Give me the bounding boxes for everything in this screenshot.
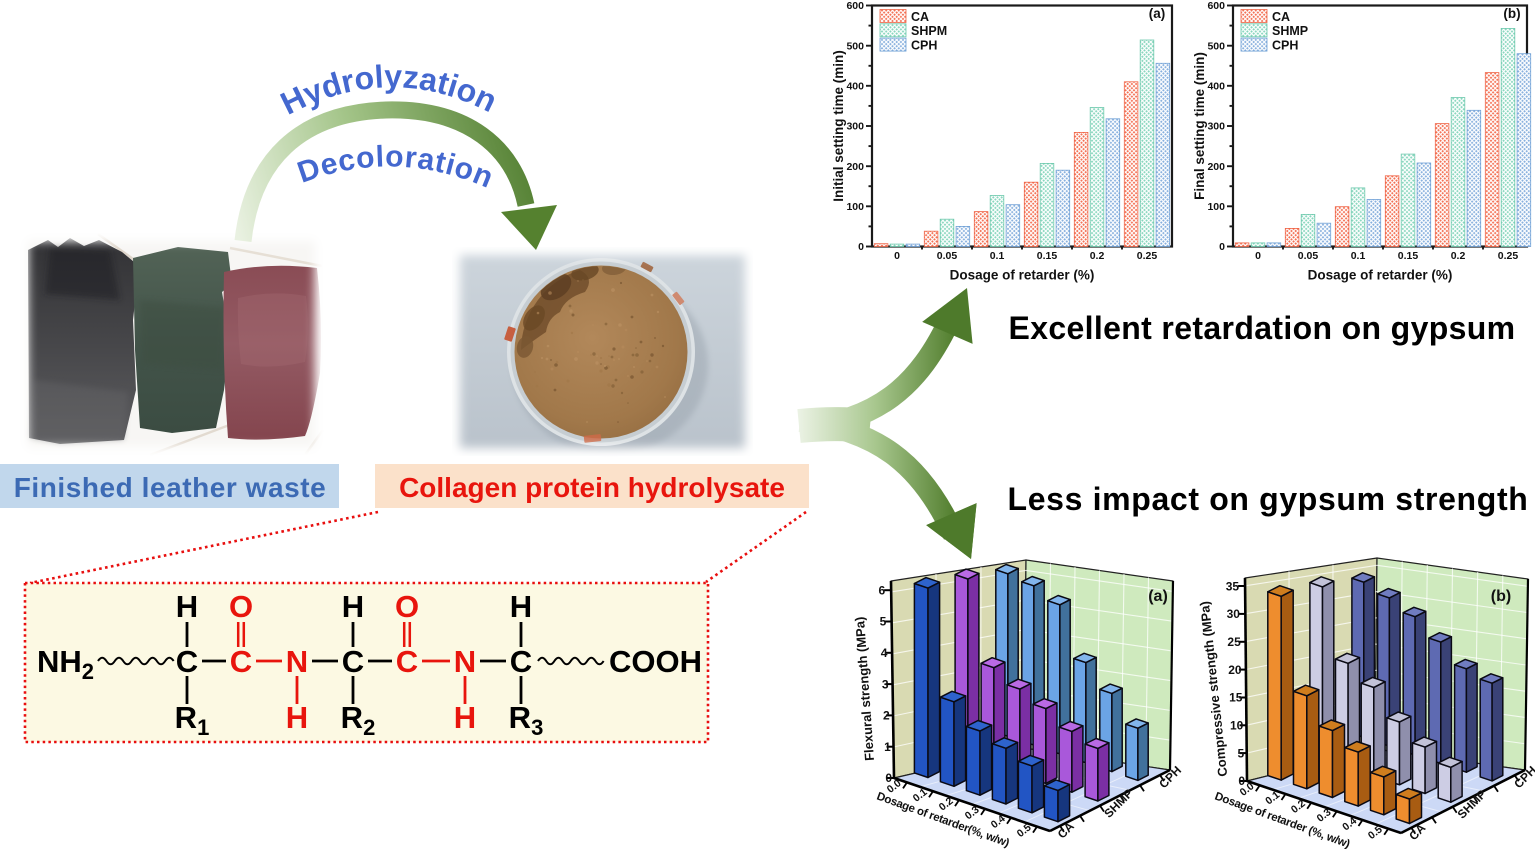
svg-text:C: C bbox=[396, 644, 418, 679]
svg-text:H: H bbox=[286, 700, 308, 735]
svg-text:0.05: 0.05 bbox=[1298, 250, 1319, 262]
svg-text:(b): (b) bbox=[1503, 6, 1520, 21]
svg-text:5: 5 bbox=[880, 615, 887, 629]
svg-text:30: 30 bbox=[1227, 607, 1241, 621]
svg-text:3: 3 bbox=[882, 677, 889, 691]
svg-text:0.15: 0.15 bbox=[1037, 250, 1058, 262]
svg-text:400: 400 bbox=[846, 81, 864, 93]
svg-text:Final setting time (min): Final setting time (min) bbox=[1192, 52, 1207, 200]
svg-text:Excellent retardation on gypsu: Excellent retardation on gypsum bbox=[1009, 310, 1516, 346]
svg-text:H: H bbox=[454, 700, 476, 735]
svg-text:Initial setting time (min): Initial setting time (min) bbox=[831, 50, 846, 202]
svg-text:COOH: COOH bbox=[609, 644, 702, 679]
svg-text:400: 400 bbox=[1207, 81, 1225, 93]
svg-text:600: 600 bbox=[1207, 0, 1225, 12]
svg-text:0: 0 bbox=[894, 250, 900, 262]
svg-text:(a): (a) bbox=[1149, 6, 1166, 21]
svg-text:N: N bbox=[454, 644, 476, 679]
svg-text:300: 300 bbox=[1207, 121, 1225, 133]
svg-text:0.1: 0.1 bbox=[1351, 250, 1366, 262]
svg-text:10: 10 bbox=[1230, 719, 1244, 733]
svg-text:C: C bbox=[176, 644, 198, 679]
svg-text:(a): (a) bbox=[1148, 588, 1168, 605]
svg-text:300: 300 bbox=[846, 121, 864, 133]
svg-text:C: C bbox=[342, 644, 364, 679]
svg-text:C: C bbox=[230, 644, 252, 679]
svg-text:Less impact on gypsum strength: Less impact on gypsum strength bbox=[1008, 481, 1529, 517]
svg-text:CA: CA bbox=[911, 10, 929, 24]
svg-text:(b): (b) bbox=[1491, 588, 1511, 605]
svg-text:0.2: 0.2 bbox=[1090, 250, 1105, 262]
svg-text:Dosage of retarder (%): Dosage of retarder (%) bbox=[1308, 268, 1453, 283]
svg-text:O: O bbox=[229, 589, 253, 624]
svg-text:15: 15 bbox=[1229, 691, 1243, 705]
svg-text:25: 25 bbox=[1227, 635, 1241, 649]
svg-text:H: H bbox=[342, 589, 364, 624]
svg-text:O: O bbox=[395, 589, 419, 624]
svg-text:4: 4 bbox=[881, 646, 888, 660]
svg-text:600: 600 bbox=[846, 0, 864, 12]
svg-text:Dosage of retarder (%): Dosage of retarder (%) bbox=[950, 268, 1095, 283]
svg-text:0.25: 0.25 bbox=[1137, 250, 1158, 262]
svg-text:0.1: 0.1 bbox=[990, 250, 1005, 262]
svg-text:0: 0 bbox=[858, 241, 864, 253]
svg-text:H: H bbox=[510, 589, 532, 624]
svg-text:CPH: CPH bbox=[911, 38, 937, 52]
svg-text:100: 100 bbox=[1207, 201, 1225, 213]
svg-text:0: 0 bbox=[1255, 250, 1261, 262]
svg-text:0.25: 0.25 bbox=[1498, 250, 1519, 262]
svg-text:N: N bbox=[286, 644, 308, 679]
svg-text:2: 2 bbox=[883, 709, 890, 723]
svg-text:500: 500 bbox=[1207, 40, 1225, 52]
svg-text:SHMP: SHMP bbox=[1272, 24, 1308, 38]
svg-text:0.15: 0.15 bbox=[1398, 250, 1419, 262]
svg-text:C: C bbox=[510, 644, 532, 679]
svg-text:Finished leather waste: Finished leather waste bbox=[14, 472, 326, 503]
svg-text:0.2: 0.2 bbox=[1451, 250, 1466, 262]
svg-text:SHPM: SHPM bbox=[911, 24, 947, 38]
svg-text:CPH: CPH bbox=[1272, 38, 1298, 52]
svg-text:0.05: 0.05 bbox=[937, 250, 958, 262]
svg-text:CA: CA bbox=[1272, 10, 1290, 24]
svg-text:Collagen protein hydrolysate: Collagen protein hydrolysate bbox=[399, 472, 785, 503]
svg-text:6: 6 bbox=[878, 583, 885, 597]
svg-text:500: 500 bbox=[846, 40, 864, 52]
svg-text:H: H bbox=[176, 589, 198, 624]
svg-text:100: 100 bbox=[846, 201, 864, 213]
svg-text:1: 1 bbox=[884, 740, 891, 754]
svg-text:0: 0 bbox=[1219, 241, 1225, 253]
svg-text:20: 20 bbox=[1228, 663, 1242, 677]
svg-text:200: 200 bbox=[846, 161, 864, 173]
svg-text:5: 5 bbox=[1237, 746, 1244, 760]
svg-text:200: 200 bbox=[1207, 161, 1225, 173]
svg-text:35: 35 bbox=[1226, 579, 1240, 593]
